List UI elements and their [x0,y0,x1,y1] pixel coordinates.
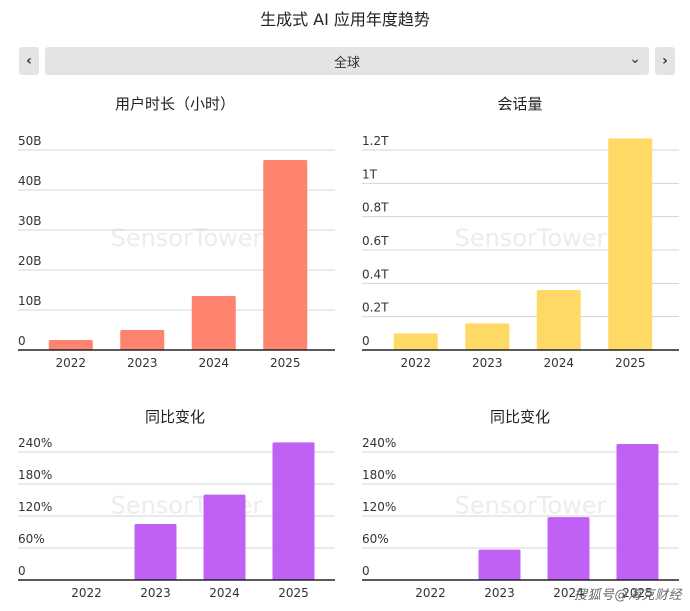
x-tick-label: 2023 [484,586,515,600]
chart-watermark: SensorTower [455,491,607,519]
y-tick-label: 1T [362,167,378,181]
x-tick-label: 2022 [71,586,102,600]
x-tick-label: 2024 [553,586,584,600]
chart-sessions_yoy: SensorTower 0 60% 120% 180% 240% 2022 2023 2024 2… [362,436,679,600]
bar-2022 [48,340,93,350]
y-tick-label: 40B [18,174,42,188]
chevron-left-icon: ‹ [26,53,32,69]
x-tick-label: 2025 [622,586,653,600]
x-tick-label: 2025 [270,356,301,370]
y-tick-label: 60% [18,532,45,546]
y-tick-label: 10B [18,294,42,308]
region-select-value: 全球 [333,55,360,71]
chart-watermark: SensorTower [455,224,607,252]
next-region-button[interactable]: › [655,47,675,75]
y-tick-label: 1.2T [362,134,389,148]
chart-watermark: SensorTower [111,224,263,252]
x-tick-label: 2022 [55,356,86,370]
y-tick-label: 0 [18,334,26,348]
bar-2025 [616,444,659,580]
chart-title-sessions-yoy: 同比变化 [489,408,550,426]
y-tick-label: 50B [18,134,42,148]
bar-2023 [120,330,165,350]
chart-hours: SensorTower 0 10B 20B 30B 40B 50B 2022 2023 2024 2… [18,134,335,370]
chart-title-sessions: 会话量 [497,95,543,113]
y-tick-label: 0.4T [362,267,389,281]
bar-2024 [547,517,590,580]
bar-2025 [272,442,315,580]
y-tick-label: 0 [362,334,370,348]
x-tick-label: 2025 [615,356,646,370]
x-tick-label: 2023 [472,356,503,370]
y-tick-label: 0 [362,564,370,578]
y-tick-label: 0.8T [362,201,389,215]
bar-2023 [465,323,510,350]
y-tick-label: 0.6T [362,234,389,248]
y-tick-label: 0.2T [362,301,389,315]
page-title: 生成式 AI 应用年度趋势 [260,10,430,29]
bar-2024 [203,494,246,580]
bar-2023 [478,549,521,580]
x-tick-label: 2023 [140,586,171,600]
region-select[interactable]: 全球 ⌄ [45,47,649,75]
y-tick-label: 180% [362,468,396,482]
x-tick-label: 2022 [415,586,446,600]
x-tick-label: 2024 [543,356,574,370]
bar-2025 [263,160,308,350]
y-tick-label: 60% [362,532,389,546]
y-tick-label: 180% [18,468,52,482]
x-tick-label: 2025 [278,586,309,600]
chart-sessions: SensorTower 0 0.2T 0.4T 0.6T 0.8T 1T 1.2T 2022 20… [362,134,679,370]
chevron-down-icon: ⌄ [629,51,641,67]
chevron-right-icon: › [662,53,668,69]
bar-2023 [134,524,177,580]
bar-2022 [393,333,438,350]
x-tick-label: 2022 [400,356,431,370]
y-tick-label: 0 [18,564,26,578]
x-tick-label: 2023 [127,356,158,370]
footer-watermark: 搜狐号@海克财经 [573,588,682,603]
y-tick-label: 30B [18,214,42,228]
y-tick-label: 240% [18,436,52,450]
y-tick-label: 20B [18,254,42,268]
bar-2024 [191,296,236,350]
x-tick-label: 2024 [209,586,240,600]
y-tick-label: 240% [362,436,396,450]
chart-title-hours: 用户时长（小时） [114,95,235,113]
bar-2025 [608,138,653,350]
bar-2024 [536,290,581,350]
chart-title-hours-yoy: 同比变化 [144,408,205,426]
x-tick-label: 2024 [198,356,229,370]
y-tick-label: 120% [362,500,396,514]
prev-region-button[interactable]: ‹ [19,47,39,75]
y-tick-label: 120% [18,500,52,514]
